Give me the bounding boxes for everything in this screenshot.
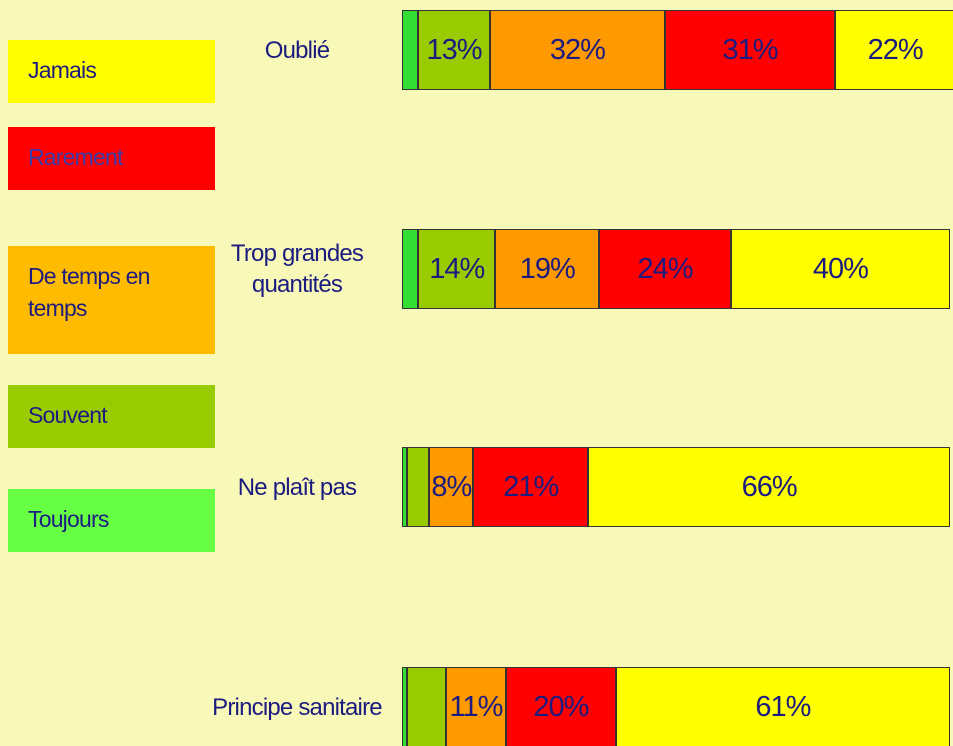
bar-segment: [473, 447, 589, 527]
legend-item: Rarement: [8, 127, 215, 190]
legend-item: Souvent: [8, 385, 215, 448]
legend-label: Rarement: [28, 144, 123, 170]
data-label: 20%: [533, 691, 589, 723]
bar-segment: [402, 10, 419, 90]
category-label: Principe sanitaire: [212, 693, 383, 721]
bar-segment: [665, 10, 835, 90]
data-label: 66%: [741, 471, 798, 503]
bar-segment: [407, 447, 430, 527]
legend-label: Souvent: [28, 402, 108, 428]
data-label: 32%: [549, 34, 606, 66]
data-label: 40%: [812, 253, 869, 285]
data-label: 13%: [426, 34, 483, 66]
legend-item: Toujours: [8, 489, 215, 552]
bar-segment: [429, 447, 474, 527]
category-label: Ne plaît pas: [237, 473, 357, 501]
bar-segment: [615, 667, 950, 746]
category-label: Oublié: [264, 36, 330, 64]
data-label: 24%: [637, 253, 694, 285]
bar-segment: [402, 229, 419, 309]
legend-item: De temps en temps: [8, 246, 215, 354]
data-label: 19%: [519, 253, 576, 285]
bar-segment: [489, 10, 666, 90]
bar-segment: [407, 667, 446, 746]
bar-segment: [402, 667, 408, 746]
bar-segment: [730, 229, 950, 309]
legend-label: Jamais: [28, 57, 97, 83]
bar-segment: [418, 10, 490, 90]
data-label: 8%: [431, 471, 472, 503]
legend-item: Jamais: [8, 40, 215, 103]
data-label: 11%: [449, 691, 504, 723]
data-label: 21%: [503, 471, 559, 503]
data-label: 22%: [867, 34, 924, 66]
bar-segment: [506, 667, 616, 746]
bar-segment: [588, 447, 950, 527]
bar-segment: [599, 229, 731, 309]
data-label: 14%: [429, 253, 485, 285]
bar-segment: [418, 229, 496, 309]
legend-label: De temps en temps: [28, 263, 150, 321]
bar-segment: [834, 10, 953, 90]
category-label: Trop grandes quantités: [230, 240, 364, 298]
bar-segment: [402, 447, 408, 527]
bar-segment: [445, 667, 507, 746]
legend-label: Toujours: [28, 506, 109, 532]
data-label: 31%: [722, 34, 778, 66]
data-label: 61%: [755, 691, 811, 723]
bar-segment: [495, 229, 600, 309]
